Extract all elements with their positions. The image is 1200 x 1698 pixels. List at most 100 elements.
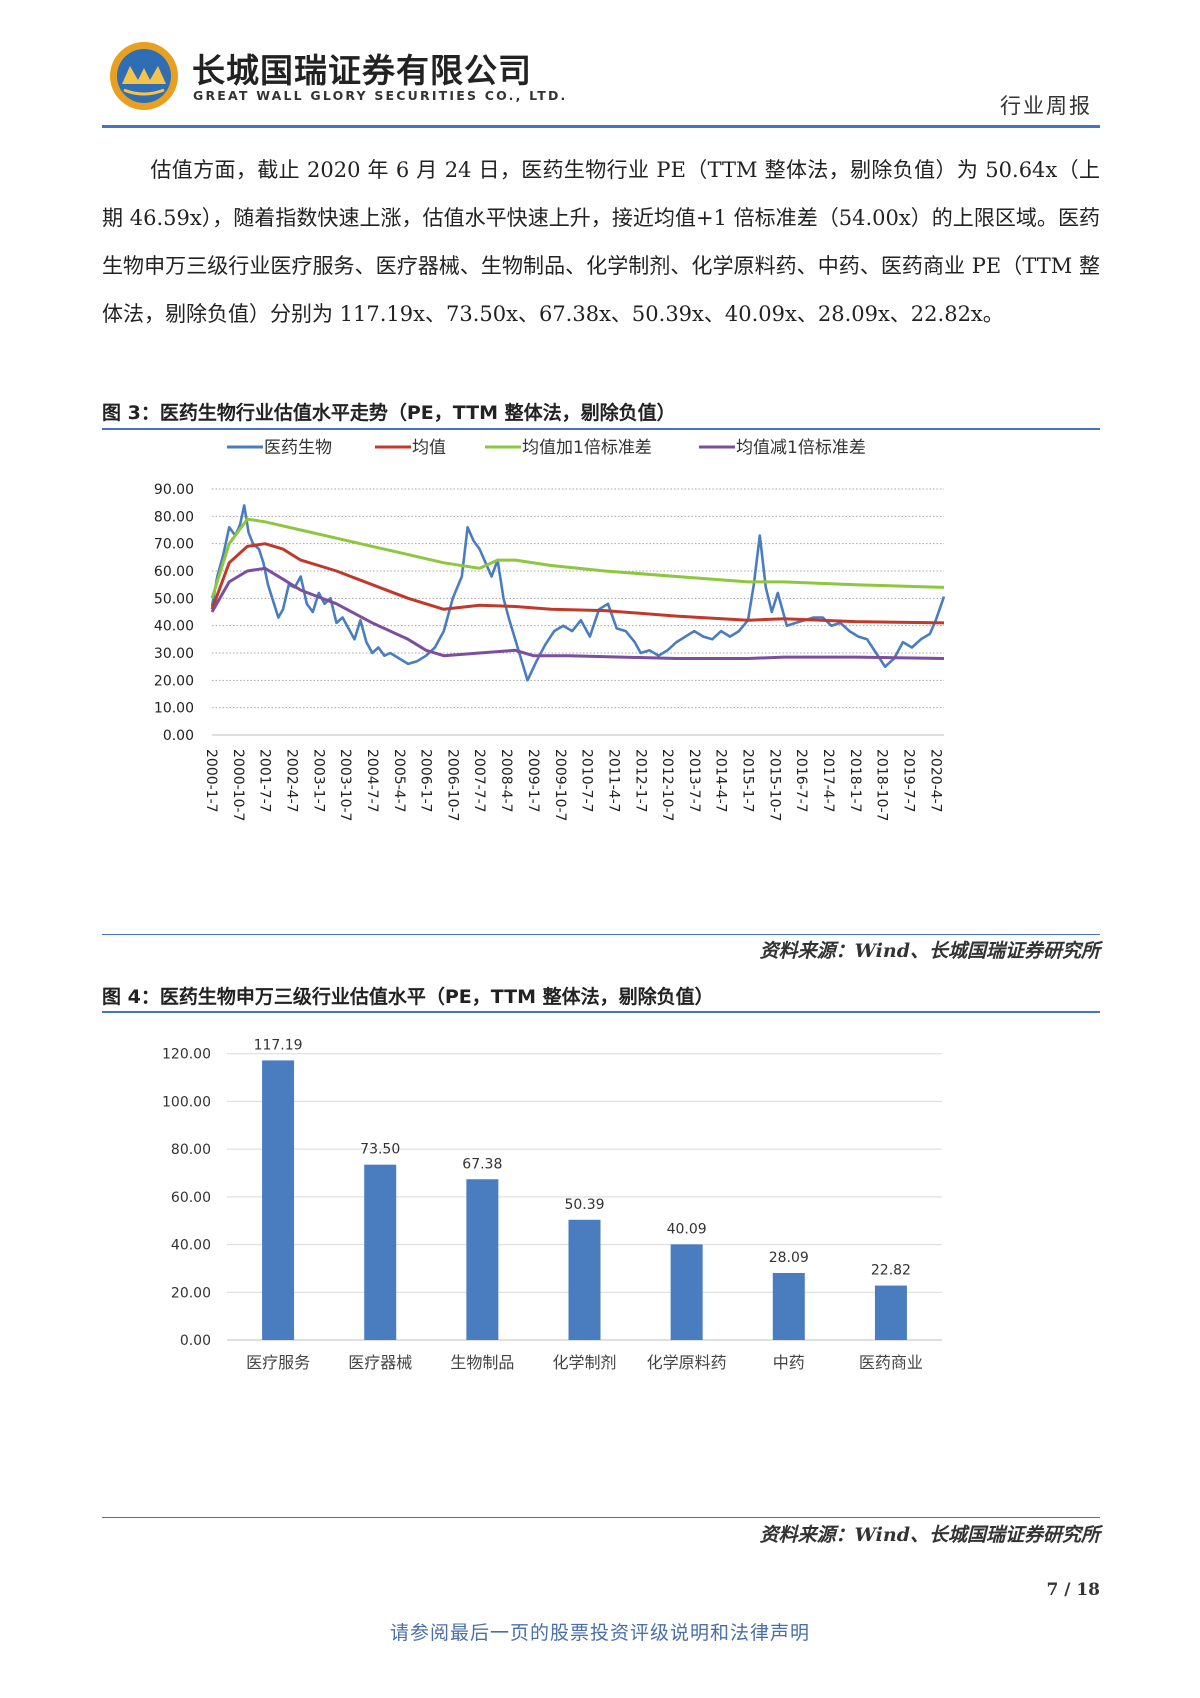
chart3-x-tick-label: 2010-7-7 — [579, 749, 595, 813]
figure4-bottom-rule — [102, 1517, 1100, 1518]
company-logo-icon — [110, 42, 178, 110]
chart3-x-tick-label: 2009-1-7 — [525, 749, 541, 813]
figure3-top-rule — [102, 428, 1100, 430]
chart3-legend: 医药生物 均值 均值加1倍标准差 均值减1倍标准差 — [227, 438, 866, 458]
chart3-y-tick-label: 10.00 — [154, 701, 194, 717]
chart4-data-label: 40.09 — [667, 1221, 707, 1237]
figure3-bottom-rule — [102, 934, 1100, 935]
chart3-series-line — [210, 504, 946, 682]
chart4-bar — [262, 1060, 295, 1340]
chart3-gridlines — [212, 488, 944, 736]
chart3-y-tick-label: 80.00 — [154, 509, 194, 525]
chart4-category-label: 生物制品 — [450, 1353, 514, 1372]
chart4-bars: 117.19 73.50 67.38 50.39 40.09 28.09 22.82 — [254, 1037, 911, 1340]
chart3-x-tick-label: 2017-4-7 — [820, 749, 836, 813]
chart4-category-label: 医疗服务 — [246, 1353, 310, 1372]
chart3-x-tick-label: 2014-4-7 — [713, 749, 729, 813]
chart4-data-label: 50.39 — [564, 1197, 604, 1213]
chart4-category-label: 化学原料药 — [647, 1353, 727, 1372]
chart3-x-tick-label: 2008-4-7 — [498, 749, 514, 813]
chart4-y-tick-label: 40.00 — [171, 1238, 211, 1254]
chart3-y-tick-label: 50.00 — [154, 591, 194, 607]
company-name-en: GREAT WALL GLORY SECURITIES CO., LTD. — [193, 88, 568, 103]
page-number: 7 / 18 — [1046, 1580, 1100, 1600]
chart3-x-tick-label: 2020-4-7 — [927, 749, 943, 813]
chart4-data-label: 22.82 — [871, 1263, 911, 1279]
chart3-x-tick-label: 2003-10-7 — [337, 749, 353, 821]
chart3-y-axis: 0.00 10.00 20.00 30.00 40.00 50.00 60.00 70.00 8… — [154, 482, 194, 744]
chart3-x-tick-label: 2012-1-7 — [632, 749, 648, 813]
chart4-category-label: 中药 — [773, 1353, 805, 1372]
chart4-category-label: 化学制剂 — [552, 1353, 616, 1372]
chart3-y-tick-label: 20.00 — [154, 673, 194, 689]
chart3-x-axis: 2000-1-7 2000-10-7 2001-7-7 2002-4-7 2003-1-… — [203, 749, 943, 821]
chart3-y-tick-label: 60.00 — [154, 564, 194, 580]
chart3-legend-label: 均值 — [412, 438, 446, 458]
chart4-bar — [874, 1285, 907, 1340]
chart3-x-tick-label: 2005-4-7 — [391, 749, 407, 813]
chart4-bar — [364, 1164, 397, 1340]
chart4-bar — [670, 1244, 703, 1340]
chart4-y-axis: 0.00 20.00 40.00 60.00 80.00 100.00 120.00 140.… — [162, 1014, 211, 1349]
chart3-x-tick-label: 2006-10-7 — [444, 749, 460, 821]
chart3-x-tick-label: 2013-7-7 — [686, 749, 702, 813]
chart3-x-tick-label: 2002-4-7 — [283, 749, 299, 813]
chart4-data-label: 73.50 — [360, 1142, 400, 1158]
chart3-legend-label: 均值减1倍标准差 — [736, 438, 866, 458]
chart4-x-axis: 医疗服务 医疗器械 生物制品 化学制剂 化学原料药 中药 医药商业 — [246, 1353, 923, 1372]
chart4-data-label: 67.38 — [462, 1156, 502, 1172]
chart3-x-tick-label: 2011-4-7 — [605, 749, 621, 813]
chart4-y-tick-label: 140.00 — [162, 1014, 211, 1015]
chart3-series-line — [210, 517, 945, 599]
chart3-y-tick-label: 90.00 — [154, 482, 194, 498]
header-divider — [102, 125, 1100, 128]
chart3-y-tick-label: 30.00 — [154, 646, 194, 662]
chart3-y-tick-label: 0.00 — [163, 728, 194, 744]
chart3-x-tick-label: 2018-1-7 — [847, 749, 863, 813]
company-name-cn: 长城国瑞证券有限公司 — [192, 51, 532, 90]
chart3-legend-label: 均值加1倍标准差 — [522, 438, 652, 458]
figure4-top-rule — [102, 1011, 1100, 1013]
chart3-x-tick-label: 2015-10-7 — [766, 749, 782, 821]
chart3-series-line — [210, 566, 945, 660]
paragraph-text: 估值方面，截止 2020 年 6 月 24 日，医药生物行业 PE（TTM 整体… — [102, 158, 1100, 326]
figure4-source: 资料来源：Wind、长城国瑞证券研究所 — [759, 1524, 1100, 1546]
pe-trend-line-chart: 医药生物 均值 均值加1倍标准差 均值减1倍标准差 0.00 10.00 20.00 30.… — [154, 438, 946, 821]
body-paragraph: 估值方面，截止 2020 年 6 月 24 日，医药生物行业 PE（TTM 整体… — [102, 146, 1100, 338]
chart4-category-label: 医药商业 — [859, 1353, 923, 1372]
chart3-x-tick-label: 2019-7-7 — [900, 749, 916, 813]
chart3-x-tick-label: 2018-10-7 — [874, 749, 890, 821]
chart3-series-line — [210, 542, 945, 625]
chart3-y-tick-label: 40.00 — [154, 619, 194, 635]
chart3-y-tick-label: 70.00 — [154, 537, 194, 553]
chart3-x-tick-label: 2000-10-7 — [230, 749, 246, 821]
chart3-x-tick-label: 2000-1-7 — [203, 749, 219, 813]
chart4-y-tick-label: 120.00 — [162, 1047, 211, 1063]
chart3-x-tick-label: 2012-10-7 — [659, 749, 675, 821]
chart4-bar — [568, 1219, 601, 1340]
chart3-x-tick-label: 2015-1-7 — [740, 749, 756, 813]
chart3-x-tick-label: 2004-7-7 — [364, 749, 380, 813]
chart3-x-tick-label: 2006-1-7 — [418, 749, 434, 813]
chart4-y-tick-label: 20.00 — [171, 1285, 211, 1301]
chart3-series — [210, 504, 946, 682]
chart3-x-tick-label: 2016-7-7 — [793, 749, 809, 813]
chart4-bar — [772, 1272, 805, 1340]
chart3-x-tick-label: 2009-10-7 — [552, 749, 568, 821]
chart4-category-label: 医疗器械 — [348, 1353, 412, 1372]
chart3-x-tick-label: 2001-7-7 — [257, 749, 273, 813]
chart3-x-tick-label: 2003-1-7 — [310, 749, 326, 813]
chart4-bar — [466, 1179, 499, 1340]
chart3-legend-label: 医药生物 — [264, 438, 332, 458]
footer-disclaimer: 请参阅最后一页的股票投资评级说明和法律声明 — [389, 1622, 810, 1644]
figure3-source: 资料来源：Wind、长城国瑞证券研究所 — [759, 940, 1100, 962]
chart4-data-label: 117.19 — [254, 1037, 303, 1053]
sub-industry-pe-bar-chart: 0.00 20.00 40.00 60.00 80.00 100.00 120.00 140.… — [162, 1014, 942, 1372]
chart4-y-tick-label: 100.00 — [162, 1094, 211, 1110]
chart4-data-label: 28.09 — [769, 1250, 809, 1266]
chart4-y-tick-label: 80.00 — [171, 1142, 211, 1158]
chart4-y-tick-label: 60.00 — [171, 1190, 211, 1206]
chart4-y-tick-label: 0.00 — [180, 1333, 211, 1349]
chart3-x-tick-label: 2007-7-7 — [471, 749, 487, 813]
figure3-caption: 图 3：医药生物行业估值水平走势（PE，TTM 整体法，剔除负值） — [102, 402, 676, 424]
